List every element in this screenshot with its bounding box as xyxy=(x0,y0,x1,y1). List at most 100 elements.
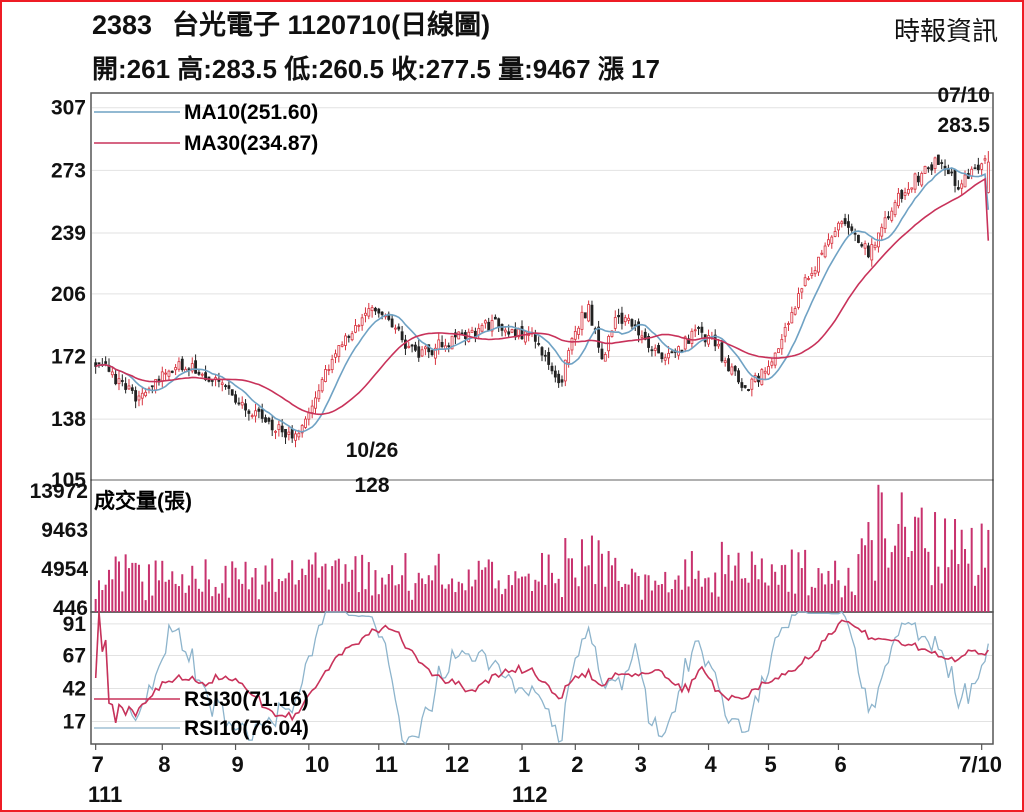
volume-bar xyxy=(607,551,610,612)
price-axis: 307 273 239 206 172 138 105 xyxy=(51,97,86,492)
volume-bar xyxy=(461,583,464,612)
volume-bar xyxy=(511,585,514,612)
candle-body xyxy=(487,321,491,331)
candle-body xyxy=(300,425,304,434)
volume-bar xyxy=(894,545,897,612)
candle-body xyxy=(960,183,964,189)
volume-bar xyxy=(677,575,680,612)
volume-bar xyxy=(597,540,600,612)
volume-bar xyxy=(234,567,237,612)
volume-bar xyxy=(417,572,420,612)
volume-bar xyxy=(184,592,187,612)
volume-bar xyxy=(627,584,630,612)
candle-body xyxy=(647,335,650,348)
annotation-high-value: 283.5 xyxy=(937,114,990,137)
candle-body xyxy=(400,331,404,341)
candle-body xyxy=(973,167,977,170)
volume-bar xyxy=(550,572,553,612)
candle-body xyxy=(577,327,581,335)
candle-body xyxy=(807,278,810,280)
candle-body xyxy=(873,244,877,249)
volume-bar xyxy=(374,570,377,612)
candle-body xyxy=(867,245,870,258)
candle-body xyxy=(900,190,904,199)
candle-body xyxy=(480,324,484,332)
rsi-tick-label: 67 xyxy=(63,645,86,668)
candle-body xyxy=(257,408,261,412)
volume-bar xyxy=(111,579,114,612)
month-label: 6 xyxy=(834,752,846,777)
candle-body xyxy=(763,370,767,374)
month-label: 1 xyxy=(518,752,530,777)
volume-bar xyxy=(197,588,200,612)
volume-bar xyxy=(537,581,540,612)
candle-body xyxy=(567,350,571,364)
candle-body xyxy=(360,317,364,326)
candle-body xyxy=(264,417,267,423)
volume-bar xyxy=(667,592,670,612)
volume-bar xyxy=(810,586,813,612)
candle-body xyxy=(863,243,867,249)
volume-bar xyxy=(177,586,180,612)
candle-body xyxy=(210,380,214,382)
volume-bar xyxy=(311,564,314,612)
candle-body xyxy=(573,331,577,340)
annotation-low-value: 128 xyxy=(354,474,389,497)
candle-body xyxy=(254,410,257,417)
candle-body xyxy=(580,311,584,330)
legend-ma30: MA30(234.87) xyxy=(184,132,318,155)
candle-body xyxy=(114,373,118,385)
candle-body xyxy=(477,328,481,336)
candle-body xyxy=(650,349,654,352)
volume-bar xyxy=(377,594,380,612)
candle-body xyxy=(174,367,178,371)
volume-bar xyxy=(757,579,760,612)
volume-tick-label: 9463 xyxy=(41,519,88,542)
volume-bar xyxy=(104,584,107,612)
volume-bar xyxy=(107,569,110,612)
stock-code: 2383 xyxy=(92,10,152,40)
annotation-high-date: 07/10 xyxy=(937,84,990,107)
volume-bar xyxy=(720,541,723,612)
stock-name-date: 台光電子 1120710(日線圖) xyxy=(172,9,490,40)
candle-body xyxy=(670,351,674,354)
candle-body xyxy=(853,232,857,235)
volume-bar xyxy=(347,581,350,612)
candle-body xyxy=(623,317,627,323)
candle-body xyxy=(460,332,464,335)
volume-bar xyxy=(284,578,287,612)
candle-body xyxy=(933,157,937,169)
volume-bar xyxy=(101,590,104,612)
volume-bar xyxy=(337,558,340,612)
volume-bar xyxy=(647,575,650,612)
volume-bar xyxy=(844,585,847,612)
volume-bar xyxy=(171,571,174,612)
candle-body xyxy=(317,390,321,400)
volume-bar xyxy=(494,588,497,612)
candle-body xyxy=(603,354,607,362)
year-label: 111 xyxy=(88,782,122,807)
volume-bar xyxy=(604,586,607,612)
candle-body xyxy=(980,163,984,170)
volume-bar xyxy=(944,518,947,612)
candle-body xyxy=(234,394,237,403)
volume-bar xyxy=(527,573,530,612)
candle-body xyxy=(667,352,670,359)
candle-body xyxy=(294,433,297,441)
volume-tick-label: 4954 xyxy=(41,558,88,581)
volume-bar xyxy=(447,584,450,612)
candle-body xyxy=(424,346,427,350)
volume-bar xyxy=(437,553,440,612)
volume-bar xyxy=(354,556,357,612)
candle-body xyxy=(537,343,541,345)
candle-body xyxy=(240,401,244,406)
candle-body xyxy=(457,331,461,340)
candle-body xyxy=(340,344,344,347)
month-label: 12 xyxy=(445,752,469,777)
volume-bar xyxy=(837,580,840,612)
volume-bar xyxy=(291,560,294,612)
candle-body xyxy=(304,418,307,428)
volume-bar xyxy=(854,595,857,612)
volume-bar xyxy=(451,578,454,612)
volume-bar xyxy=(847,567,850,612)
